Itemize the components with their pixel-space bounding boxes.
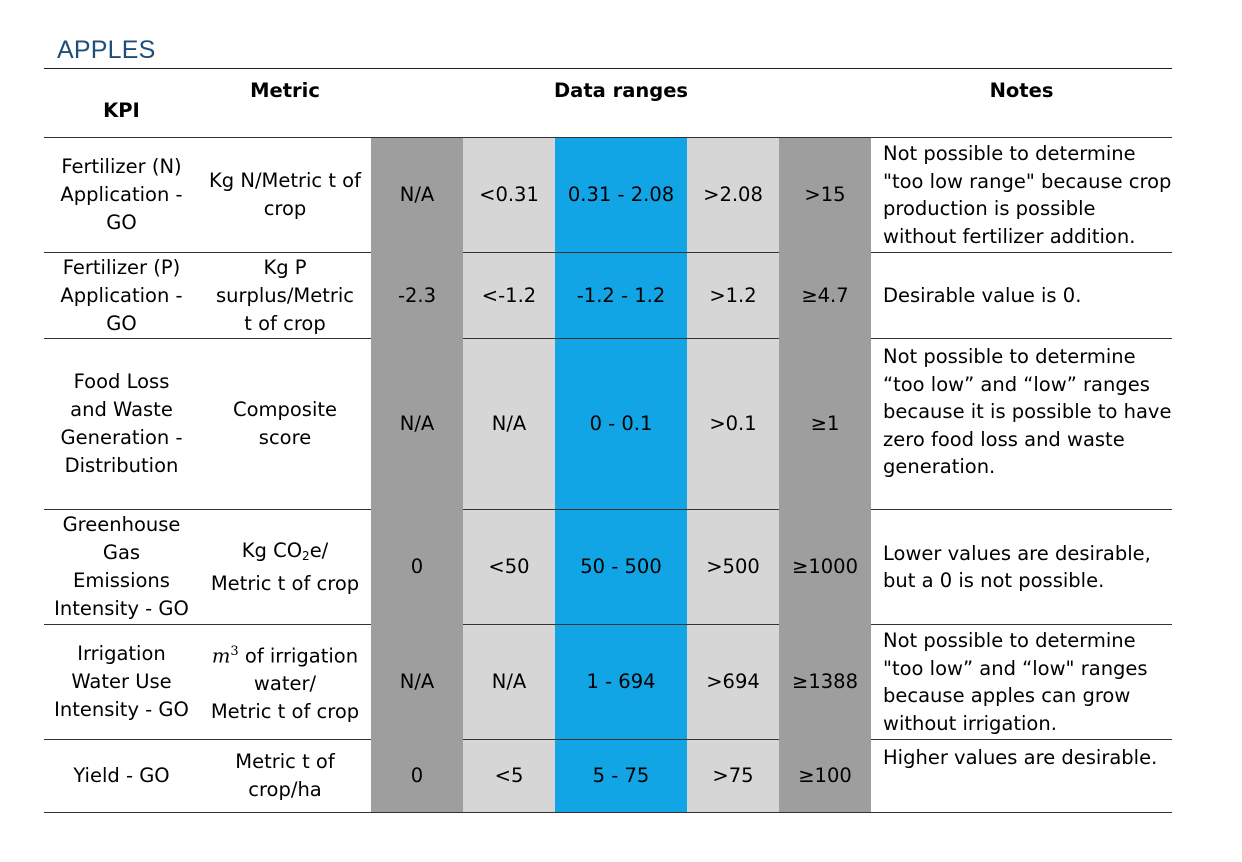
table-row: Food Loss and Waste Generation - Distrib…	[44, 338, 1172, 510]
metric-cell: Composite score	[199, 338, 371, 510]
kpi-table: KPI Metric Data ranges Notes Fertilizer …	[44, 68, 1172, 813]
range-light-low: N/A	[463, 338, 555, 510]
range-dark-low: N/A	[371, 624, 463, 740]
note-cell: Higher values are desirable.	[871, 739, 1172, 813]
range-light-high: >500	[687, 509, 779, 625]
range-light-high: >1.2	[687, 252, 779, 339]
range-desirable: -1.2 - 1.2	[555, 252, 687, 339]
range-desirable: 0 - 0.1	[555, 338, 687, 510]
header-metric: Metric	[199, 68, 371, 138]
range-light-low: <-1.2	[463, 252, 555, 339]
metric-cell: Metric t of crop/ha	[199, 739, 371, 813]
range-desirable: 50 - 500	[555, 509, 687, 625]
kpi-cell: Greenhouse Gas Emissions Intensity - GO	[44, 509, 199, 625]
range-light-high: >2.08	[687, 137, 779, 253]
note-cell: Not possible to determine "too low” and …	[871, 624, 1172, 740]
range-dark-high: ≥100	[779, 739, 871, 813]
range-dark-high: ≥4.7	[779, 252, 871, 339]
metric-cell: Kg CO2e/ Metric t of crop	[199, 509, 371, 625]
range-dark-high: ≥1388	[779, 624, 871, 740]
header-row: KPI Metric Data ranges Notes	[44, 68, 1172, 138]
note-cell: Lower values are desirable, but a 0 is n…	[871, 509, 1172, 625]
range-light-low: N/A	[463, 624, 555, 740]
table-row: Irrigation Water Use Intensity - GO m3 o…	[44, 624, 1172, 740]
section-title: APPLES	[57, 36, 156, 64]
range-light-high: >694	[687, 624, 779, 740]
range-light-low: <5	[463, 739, 555, 813]
kpi-cell: Fertilizer (P) Application - GO	[44, 252, 199, 339]
note-cell: Not possible to determine "too low range…	[871, 137, 1172, 253]
table-row: Fertilizer (P) Application - GO Kg P sur…	[44, 252, 1172, 339]
range-dark-high: ≥1000	[779, 509, 871, 625]
range-light-high: >0.1	[687, 338, 779, 510]
kpi-cell: Fertilizer (N) Application - GO	[44, 137, 199, 253]
table-row: Yield - GO Metric t of crop/ha 0 <5 5 - …	[44, 739, 1172, 813]
metric-cell: Kg P surplus/Metric t of crop	[199, 252, 371, 339]
range-desirable: 5 - 75	[555, 739, 687, 813]
range-dark-high: ≥1	[779, 338, 871, 510]
range-dark-high: >15	[779, 137, 871, 253]
note-cell: Desirable value is 0.	[871, 252, 1172, 339]
range-light-high: >75	[687, 739, 779, 813]
header-kpi: KPI	[44, 68, 199, 138]
header-notes: Notes	[871, 68, 1172, 138]
range-desirable: 0.31 - 2.08	[555, 137, 687, 253]
range-desirable: 1 - 694	[555, 624, 687, 740]
table-row: Fertilizer (N) Application - GO Kg N/Met…	[44, 137, 1172, 253]
metric-cell: Kg N/Metric t of crop	[199, 137, 371, 253]
range-dark-low: -2.3	[371, 252, 463, 339]
range-dark-low: N/A	[371, 338, 463, 510]
range-dark-low: 0	[371, 509, 463, 625]
header-data-ranges: Data ranges	[371, 68, 871, 138]
range-dark-low: 0	[371, 739, 463, 813]
note-cell: Not possible to determine “too low” and …	[871, 338, 1172, 510]
range-light-low: <50	[463, 509, 555, 625]
kpi-cell: Food Loss and Waste Generation - Distrib…	[44, 338, 199, 510]
range-dark-low: N/A	[371, 137, 463, 253]
metric-cell: m3 of irrigation water/ Metric t of crop	[199, 624, 371, 740]
kpi-cell: Yield - GO	[44, 739, 199, 813]
range-light-low: <0.31	[463, 137, 555, 253]
table-row: Greenhouse Gas Emissions Intensity - GO …	[44, 509, 1172, 625]
kpi-cell: Irrigation Water Use Intensity - GO	[44, 624, 199, 740]
